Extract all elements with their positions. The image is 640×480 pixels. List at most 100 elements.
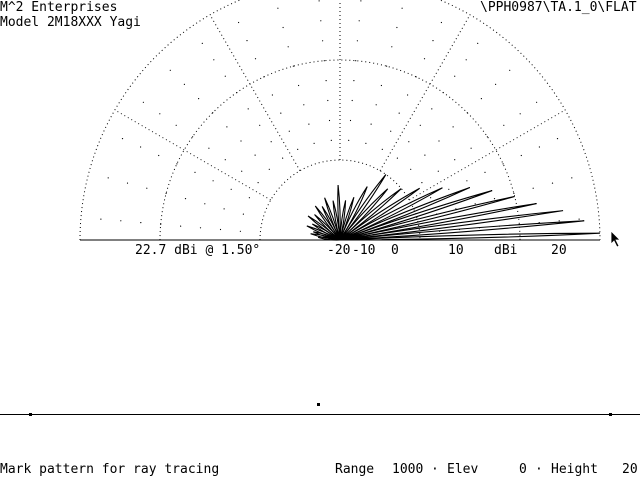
grid-spoke bbox=[209, 14, 301, 171]
grid-dot bbox=[398, 112, 400, 114]
grid-dot bbox=[325, 80, 327, 82]
grid-dot bbox=[140, 146, 142, 148]
grid-dot bbox=[239, 230, 241, 232]
pattern-lobe bbox=[337, 184, 341, 241]
grid-dot bbox=[480, 98, 482, 100]
grid-dot bbox=[121, 138, 124, 140]
grid-dot bbox=[224, 159, 226, 161]
scale-label-20: 20 bbox=[551, 243, 567, 258]
grid-dot bbox=[194, 171, 196, 173]
grid-dot bbox=[140, 222, 142, 224]
grid-dot bbox=[356, 40, 358, 42]
grid-dot bbox=[474, 203, 476, 205]
grid-dot bbox=[259, 124, 261, 126]
grid-dot bbox=[419, 124, 421, 126]
grid-dot bbox=[370, 123, 372, 125]
grid-dot bbox=[160, 223, 162, 225]
grid-dot bbox=[175, 124, 177, 126]
grid-dot bbox=[199, 227, 202, 229]
grid-dot bbox=[257, 182, 259, 184]
grid-dot bbox=[238, 21, 240, 24]
pattern-lobe bbox=[339, 187, 421, 241]
pattern-lobe bbox=[339, 187, 443, 241]
pattern-lobe bbox=[339, 186, 368, 241]
grid-dot bbox=[298, 84, 300, 87]
grid-dot bbox=[184, 198, 187, 200]
grid-dot bbox=[292, 65, 294, 67]
center-marker bbox=[317, 403, 320, 406]
grid-dot bbox=[454, 75, 456, 77]
grid-dot bbox=[390, 130, 392, 132]
grid-dot bbox=[313, 142, 315, 144]
scale-label-minus-20: -20 bbox=[327, 243, 351, 258]
grid-dot bbox=[466, 180, 468, 182]
grid-dot bbox=[509, 69, 511, 71]
grid-dot bbox=[223, 208, 225, 210]
grid-dot bbox=[571, 177, 573, 179]
grid-dot bbox=[146, 187, 148, 189]
grid-dot bbox=[198, 98, 200, 100]
grid-dot bbox=[408, 141, 410, 143]
grid-dot bbox=[271, 94, 273, 96]
grid-dot bbox=[201, 42, 203, 45]
file-path: \PPH0987\TA.1_0\FLAT bbox=[480, 0, 637, 15]
grid-dot bbox=[410, 168, 412, 170]
grid-dot bbox=[165, 192, 167, 194]
separator-dot: · bbox=[431, 462, 439, 477]
grid-dot bbox=[287, 46, 289, 48]
grid-dot bbox=[180, 225, 182, 227]
ray-trace-ground-line[interactable] bbox=[0, 414, 640, 415]
grid-dot bbox=[536, 101, 538, 103]
grid-dot bbox=[465, 59, 467, 61]
scale-unit-label: dBi bbox=[494, 243, 518, 258]
range-label: Range bbox=[335, 462, 375, 477]
grid-dot bbox=[578, 218, 580, 220]
pattern-lobe bbox=[339, 196, 355, 241]
grid-dot bbox=[212, 112, 214, 114]
pattern-lobe bbox=[339, 174, 387, 241]
grid-dot bbox=[169, 69, 171, 71]
grid-dot bbox=[330, 139, 332, 141]
grid-dot bbox=[241, 170, 243, 172]
grid-dot bbox=[107, 177, 109, 179]
grid-dot bbox=[327, 99, 329, 102]
grid-dot bbox=[247, 108, 249, 110]
grid-spoke bbox=[409, 109, 566, 201]
antenna-model: Model 2M18XXX Yagi bbox=[0, 15, 141, 30]
grid-dot bbox=[381, 148, 383, 150]
grid-dot bbox=[268, 168, 270, 170]
range-value[interactable]: 1000 bbox=[392, 462, 424, 477]
grid-dot bbox=[556, 138, 559, 140]
grid-dot bbox=[432, 40, 434, 42]
grid-dot bbox=[176, 163, 178, 165]
grid-dot bbox=[538, 146, 541, 148]
grid-dot bbox=[322, 40, 324, 42]
grid-dot bbox=[484, 171, 486, 173]
grid-dot bbox=[208, 147, 210, 149]
company-name: M^2 Enterprises bbox=[0, 0, 118, 15]
grid-dot bbox=[442, 92, 444, 94]
grid-dot bbox=[142, 101, 144, 103]
grid-dot bbox=[288, 130, 290, 132]
pattern-lobe bbox=[339, 210, 564, 241]
grid-dot bbox=[454, 159, 456, 161]
radiation-pattern-lobes bbox=[306, 174, 600, 241]
grid-dot bbox=[396, 26, 398, 29]
grid-dot bbox=[380, 84, 382, 87]
grid-dot bbox=[486, 136, 488, 138]
grid-dot bbox=[502, 163, 504, 165]
grid-dot bbox=[520, 154, 522, 157]
elev-value[interactable]: 0 bbox=[519, 462, 527, 477]
height-value[interactable]: 20 bbox=[622, 462, 638, 477]
grid-dot bbox=[470, 147, 472, 149]
elevation-pattern-plot[interactable] bbox=[0, 0, 640, 270]
grid-dot bbox=[386, 65, 388, 67]
grid-dot bbox=[551, 182, 554, 184]
grid-dot bbox=[213, 59, 215, 61]
grid-dot bbox=[280, 112, 282, 114]
grid-dot bbox=[466, 112, 468, 114]
grid-spoke bbox=[114, 109, 271, 201]
grid-dot bbox=[263, 76, 265, 78]
grid-dot bbox=[323, 60, 325, 62]
grid-dot bbox=[204, 203, 206, 205]
